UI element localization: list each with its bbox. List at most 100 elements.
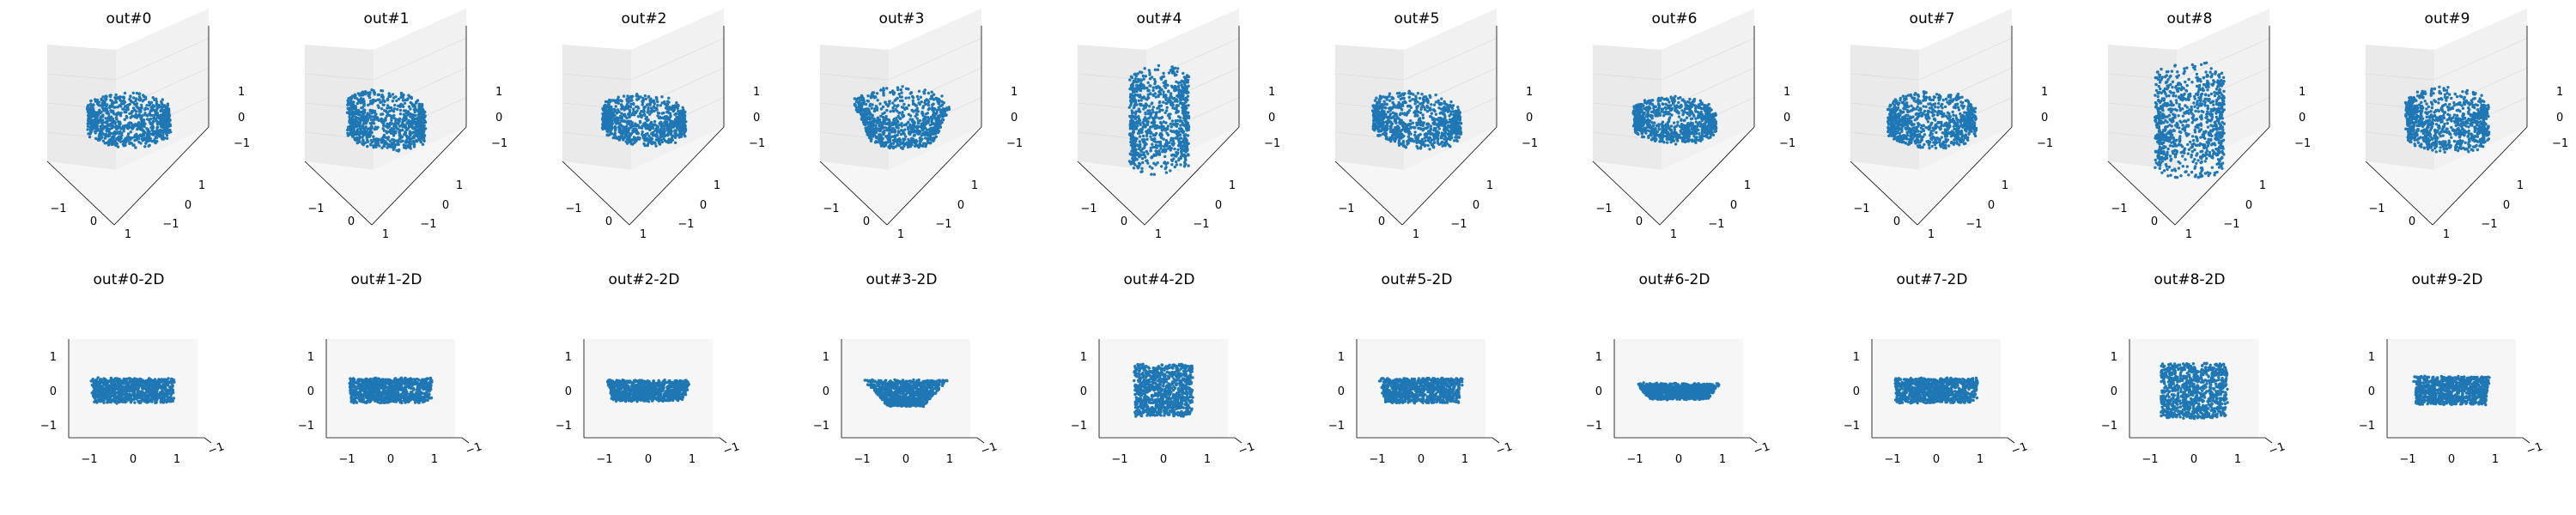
- data-point: [638, 119, 642, 124]
- data-point: [1187, 128, 1191, 131]
- data-point: [642, 110, 646, 113]
- data-point: [417, 130, 421, 134]
- data-point: [89, 99, 93, 103]
- data-point: [125, 110, 128, 114]
- data-point: [894, 145, 897, 148]
- data-point: [1178, 97, 1182, 100]
- data-point: [114, 93, 118, 97]
- data-point: [377, 118, 380, 123]
- data-point: [422, 139, 426, 142]
- data-point: [890, 121, 895, 124]
- data-point: [1426, 143, 1430, 148]
- data-point: [129, 130, 132, 134]
- data-point: [96, 119, 100, 124]
- data-point: [653, 119, 657, 124]
- data-point: [137, 95, 142, 99]
- data-point: [601, 108, 605, 112]
- data-point: [165, 106, 168, 109]
- data-point: [398, 108, 403, 112]
- data-point: [133, 114, 137, 118]
- data-point: [866, 94, 870, 98]
- data-point: [908, 131, 911, 136]
- data-point: [667, 96, 671, 100]
- data-point: [1175, 104, 1179, 107]
- data-point: [1164, 171, 1169, 174]
- data-point: [115, 142, 118, 146]
- data-point: [637, 106, 641, 110]
- data-point: [1168, 96, 1171, 100]
- data-point: [934, 121, 939, 124]
- data-point: [107, 112, 111, 116]
- data-point: [669, 140, 672, 144]
- data-point: [627, 112, 630, 116]
- data-point: [1157, 64, 1161, 68]
- data-point: [940, 118, 945, 121]
- data-point: [351, 123, 355, 127]
- data-point: [643, 94, 647, 98]
- data-point: [1169, 93, 1173, 97]
- y-tick-label: 0: [442, 199, 449, 212]
- data-point: [101, 115, 105, 118]
- data-point: [139, 142, 143, 145]
- data-point: [1164, 142, 1169, 145]
- data-point: [141, 113, 144, 118]
- data-point: [134, 97, 138, 100]
- data-point: [1166, 124, 1170, 128]
- data-point: [900, 129, 903, 132]
- data-point: [643, 105, 647, 109]
- data-point: [931, 108, 934, 112]
- data-point: [363, 126, 367, 130]
- data-point: [372, 137, 376, 142]
- data-point: [1140, 170, 1144, 173]
- z-tick-label: 1: [495, 86, 502, 99]
- data-point: [1129, 96, 1133, 100]
- data-point: [126, 132, 131, 136]
- data-point: [864, 126, 867, 130]
- data-point: [382, 124, 386, 128]
- data-point: [407, 94, 410, 97]
- z-tick-label: 0: [1526, 112, 1533, 124]
- data-point: [866, 121, 869, 125]
- data-point: [1176, 137, 1180, 141]
- data-point: [1132, 90, 1136, 94]
- data-point: [161, 135, 165, 138]
- data-point: [1409, 119, 1413, 123]
- data-point: [879, 107, 884, 111]
- data-point: [673, 112, 677, 117]
- data-point: [1161, 108, 1164, 112]
- back-pane-right: [116, 9, 209, 170]
- data-point: [884, 116, 888, 119]
- data-point: [397, 97, 401, 101]
- data-point: [1153, 80, 1157, 83]
- data-point: [920, 100, 923, 104]
- data-point: [666, 133, 670, 137]
- data-point: [917, 101, 920, 105]
- data-point: [371, 121, 375, 124]
- data-point: [896, 86, 900, 89]
- data-point: [939, 104, 942, 108]
- data-point: [655, 126, 659, 130]
- data-point: [1177, 157, 1181, 161]
- data-point: [146, 128, 150, 131]
- data-point: [89, 130, 93, 134]
- x-tick-label: 0: [1378, 215, 1385, 228]
- data-point: [1137, 129, 1141, 133]
- data-point: [405, 121, 409, 124]
- data-point: [947, 106, 951, 109]
- data-point: [116, 96, 120, 100]
- data-point: [1179, 124, 1182, 127]
- data-point: [1175, 160, 1178, 164]
- data-point: [1138, 83, 1141, 88]
- data-point: [1171, 97, 1176, 100]
- data-point: [372, 135, 375, 138]
- data-point: [1163, 161, 1167, 164]
- data-point: [896, 130, 901, 135]
- data-point: [868, 136, 872, 140]
- x-tick-label: −1: [1338, 203, 1354, 215]
- data-point: [128, 142, 131, 146]
- data-point: [924, 136, 927, 140]
- data-point: [94, 124, 98, 128]
- data-point: [162, 121, 167, 125]
- data-point: [1169, 169, 1172, 173]
- data-point: [96, 111, 100, 114]
